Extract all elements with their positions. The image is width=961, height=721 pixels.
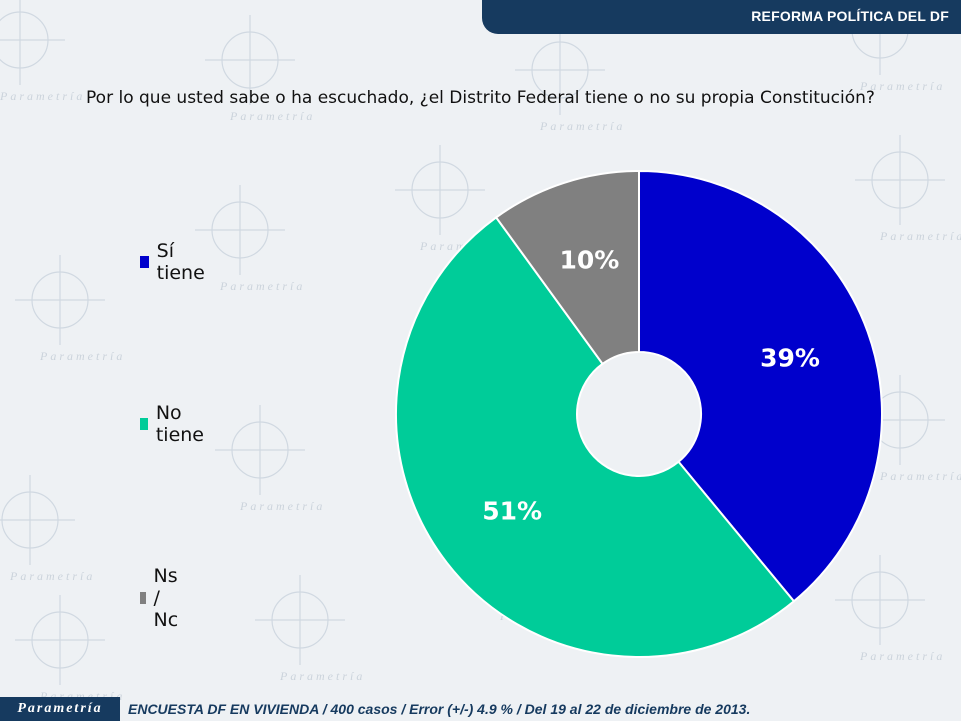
slice-label-no-tiene: 51%	[482, 496, 542, 525]
svg-text:Parametría: Parametría	[9, 569, 95, 583]
legend-swatch-ns-nc	[140, 592, 146, 604]
question-text: Por lo que usted sabe o ha escuchado, ¿e…	[86, 88, 875, 108]
svg-text:Parametría: Parametría	[539, 119, 625, 133]
header-title: REFORMA POLÍTICA DEL DF	[751, 8, 949, 24]
svg-text:Parametría: Parametría	[879, 469, 961, 483]
legend-label-ns-nc: Ns / Nc	[153, 565, 179, 631]
legend-item-si-tiene: Sí tiene	[140, 240, 208, 284]
svg-text:Parametría: Parametría	[879, 229, 961, 243]
svg-text:Parametría: Parametría	[0, 89, 85, 103]
legend-swatch-no-tiene	[140, 418, 148, 430]
svg-text:Parametría: Parametría	[229, 109, 315, 123]
footer-logo: Parametría	[0, 697, 120, 721]
legend-label-si-tiene: Sí tiene	[156, 240, 205, 284]
svg-text:Parametría: Parametría	[279, 669, 365, 683]
svg-text:Parametría: Parametría	[219, 279, 305, 293]
slice-ns-nc	[494, 169, 640, 366]
footer-survey-note: ENCUESTA DF EN VIVIENDA / 400 casos / Er…	[128, 701, 751, 717]
header-bar: REFORMA POLÍTICA DEL DF	[482, 0, 961, 34]
legend-item-no-tiene: No tiene	[140, 402, 208, 446]
legend-swatch-si-tiene	[140, 256, 149, 268]
legend-item-ns-nc: Ns / Nc	[140, 565, 185, 631]
slice-label-ns-nc: 10%	[559, 245, 619, 274]
svg-text:Parametría: Parametría	[39, 349, 125, 363]
slice-no-tiene	[395, 216, 796, 658]
legend-label-no-tiene: No tiene	[155, 402, 204, 446]
footer-bar: Parametría ENCUESTA DF EN VIVIENDA / 400…	[0, 697, 961, 721]
svg-text:Parametría: Parametría	[859, 79, 945, 93]
svg-text:Parametría: Parametría	[239, 499, 325, 513]
svg-text:Parametría: Parametría	[859, 649, 945, 663]
slice-si-tiene	[638, 169, 883, 603]
slice-label-si-tiene: 39%	[760, 344, 820, 373]
